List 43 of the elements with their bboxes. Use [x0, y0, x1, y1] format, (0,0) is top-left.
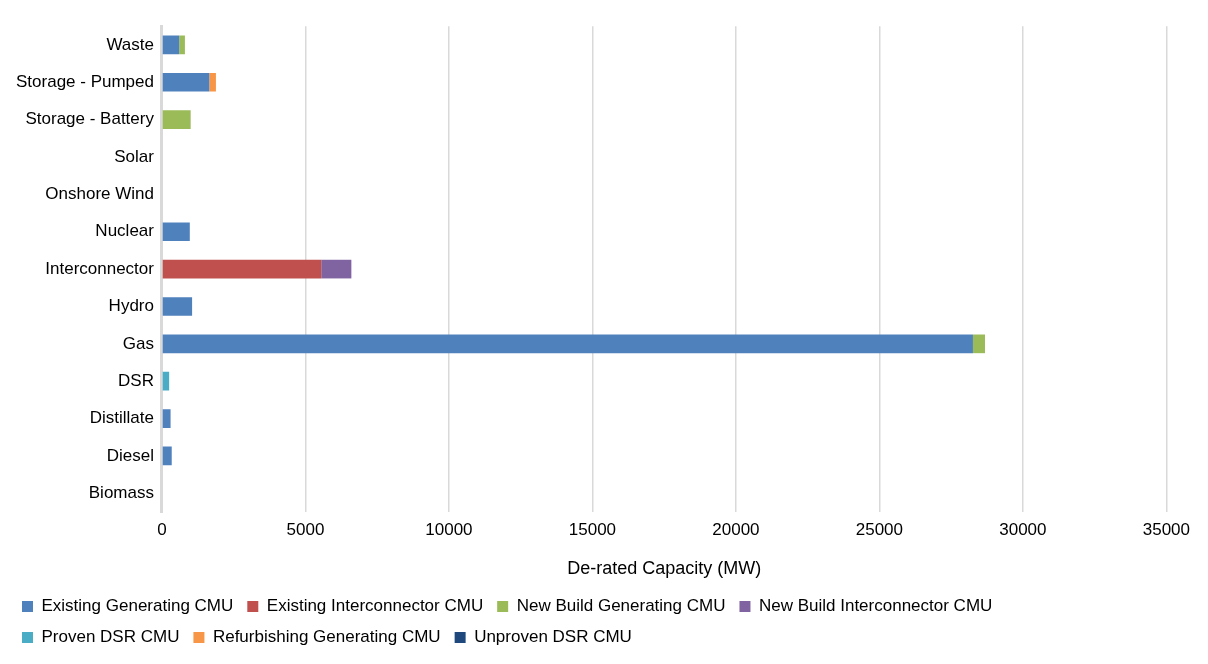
bar	[972, 334, 985, 354]
y-tick-label: Diesel	[106, 445, 154, 465]
bar	[179, 35, 185, 55]
legend-label: Existing Interconnector CMU	[266, 596, 484, 616]
y-tick-label: Storage - Battery	[25, 109, 155, 129]
bar	[162, 110, 191, 129]
y-tick-label: Gas	[122, 333, 154, 353]
x-tick-label: 5000	[286, 519, 325, 539]
y-tick-label: Biomass	[88, 483, 154, 502]
legend-label: Proven DSR CMU	[41, 627, 180, 647]
y-tick-label: Solar	[114, 146, 155, 166]
x-tick-label: 20000	[712, 519, 760, 539]
bar	[162, 446, 172, 466]
bar	[162, 297, 193, 316]
y-tick-label: Nuclear	[95, 221, 155, 241]
x-tick-label: 30000	[999, 519, 1047, 539]
y-tick-label: Waste	[106, 34, 154, 54]
x-tick-label: 25000	[855, 519, 904, 539]
bar	[162, 35, 180, 55]
x-tick-label: 15000	[568, 519, 617, 539]
bar	[162, 409, 171, 428]
bar	[162, 222, 190, 242]
y-tick-label: Hydro	[108, 296, 154, 316]
bar	[209, 72, 216, 92]
legend-label: New Build Interconnector CMU	[758, 596, 993, 616]
bar	[162, 371, 170, 391]
bar	[162, 259, 322, 279]
legend-label: Unproven DSR CMU	[474, 627, 632, 647]
x-tick-label: 35000	[1142, 519, 1190, 539]
y-tick-label: Distillate	[89, 408, 154, 428]
y-tick-label: Interconnector	[45, 258, 155, 278]
x-axis-title: De-rated Capacity (MW)	[567, 558, 762, 579]
bar	[321, 259, 352, 279]
y-tick-label: Onshore Wind	[45, 184, 154, 204]
legend-label: New Build Generating CMU	[516, 596, 726, 616]
bar	[162, 334, 973, 354]
y-tick-label: Storage - Pumped	[16, 71, 154, 91]
legend-label: Existing Generating CMU	[41, 596, 234, 616]
x-tick-label: 0	[157, 519, 167, 539]
x-tick-label: 10000	[425, 519, 473, 539]
y-tick-label: DSR	[118, 370, 154, 390]
bar	[162, 72, 210, 92]
legend-label: Refurbishing Generating CMU	[212, 627, 441, 647]
